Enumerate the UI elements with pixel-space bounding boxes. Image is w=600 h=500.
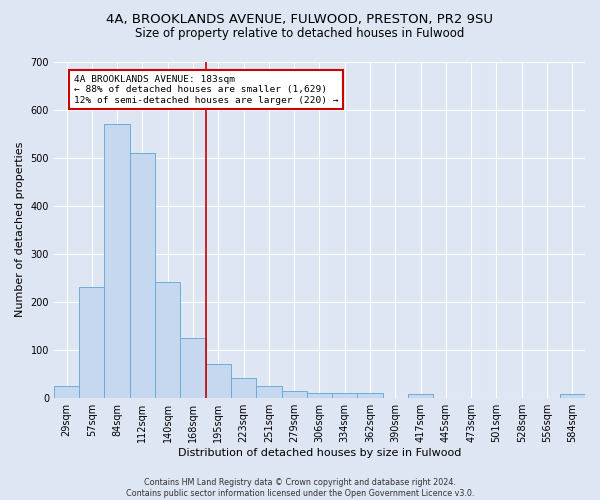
Bar	[206, 364, 231, 398]
Bar	[332, 393, 358, 398]
X-axis label: Distribution of detached houses by size in Fulwood: Distribution of detached houses by size …	[178, 448, 461, 458]
Text: Contains HM Land Registry data © Crown copyright and database right 2024.
Contai: Contains HM Land Registry data © Crown c…	[126, 478, 474, 498]
Bar	[560, 394, 585, 398]
Bar	[358, 393, 383, 398]
Text: Size of property relative to detached houses in Fulwood: Size of property relative to detached ho…	[136, 28, 464, 40]
Bar	[256, 386, 281, 398]
Bar	[307, 393, 332, 398]
Bar	[104, 124, 130, 398]
Bar	[54, 386, 79, 398]
Y-axis label: Number of detached properties: Number of detached properties	[15, 142, 25, 318]
Bar	[408, 394, 433, 398]
Text: 4A, BROOKLANDS AVENUE, FULWOOD, PRESTON, PR2 9SU: 4A, BROOKLANDS AVENUE, FULWOOD, PRESTON,…	[107, 12, 493, 26]
Bar	[181, 338, 206, 398]
Bar	[130, 153, 155, 398]
Bar	[155, 282, 181, 398]
Bar	[281, 390, 307, 398]
Bar	[231, 378, 256, 398]
Text: 4A BROOKLANDS AVENUE: 183sqm
← 88% of detached houses are smaller (1,629)
12% of: 4A BROOKLANDS AVENUE: 183sqm ← 88% of de…	[74, 75, 338, 104]
Bar	[79, 287, 104, 398]
